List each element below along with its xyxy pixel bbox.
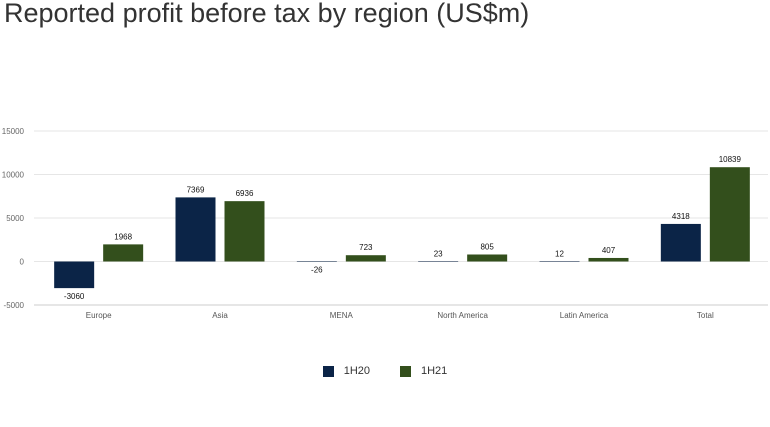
y-tick-label: 15000 [2,127,25,136]
x-tick-label: Europe [86,311,112,320]
bar[interactable] [467,254,508,262]
x-tick-label: MENA [330,311,354,320]
bar[interactable] [709,167,750,262]
value-labels: -3060 1968 7369 6936 -26 723 23 805 12 407 4318 108… [64,155,742,301]
data-label: 6936 [236,189,254,198]
x-tick-label: North America [437,311,488,320]
x-tick-label: Asia [212,311,228,320]
x-tick-label: Latin America [560,311,609,320]
data-label: 407 [602,246,616,255]
legend-item[interactable]: 1H21 [400,365,447,377]
legend: 1H20 1H21 [0,365,770,377]
bar[interactable] [539,261,580,262]
legend-swatch [322,365,334,377]
bar[interactable] [103,244,144,262]
data-label: 4318 [672,212,690,221]
data-label: 723 [359,243,373,252]
legend-label: 1H21 [421,365,448,377]
data-label: 12 [555,249,564,258]
bar[interactable] [296,261,337,263]
chart-title: Reported profit before tax by region (US… [4,0,530,28]
bar[interactable] [175,197,216,262]
data-label: 7369 [187,185,205,194]
data-label: -26 [311,266,323,275]
data-label: 1968 [114,232,132,241]
y-axis: 15000 10000 5000 0 -5000 [2,127,25,310]
data-label: 10839 [719,155,742,164]
bar[interactable] [54,261,95,289]
data-label: -3060 [64,292,85,301]
data-label: 805 [480,242,494,251]
x-axis: Europe Asia MENA North America Latin America… [86,311,714,320]
y-tick-label: -5000 [4,301,25,310]
y-tick-label: 5000 [6,214,24,223]
bars [54,167,750,289]
bar[interactable] [224,201,265,262]
legend-swatch [400,365,411,377]
y-tick-label: 10000 [2,171,25,180]
x-tick-label: Total [697,311,714,320]
legend-label: 1H20 [343,365,370,377]
data-label: 23 [434,249,443,258]
bar[interactable] [418,261,459,262]
bar[interactable] [345,255,386,262]
bar[interactable] [588,257,629,262]
bar[interactable] [660,223,701,262]
gridlines [34,130,768,306]
legend-item[interactable]: 1H20 [322,365,370,377]
y-tick-label: 0 [20,258,25,267]
